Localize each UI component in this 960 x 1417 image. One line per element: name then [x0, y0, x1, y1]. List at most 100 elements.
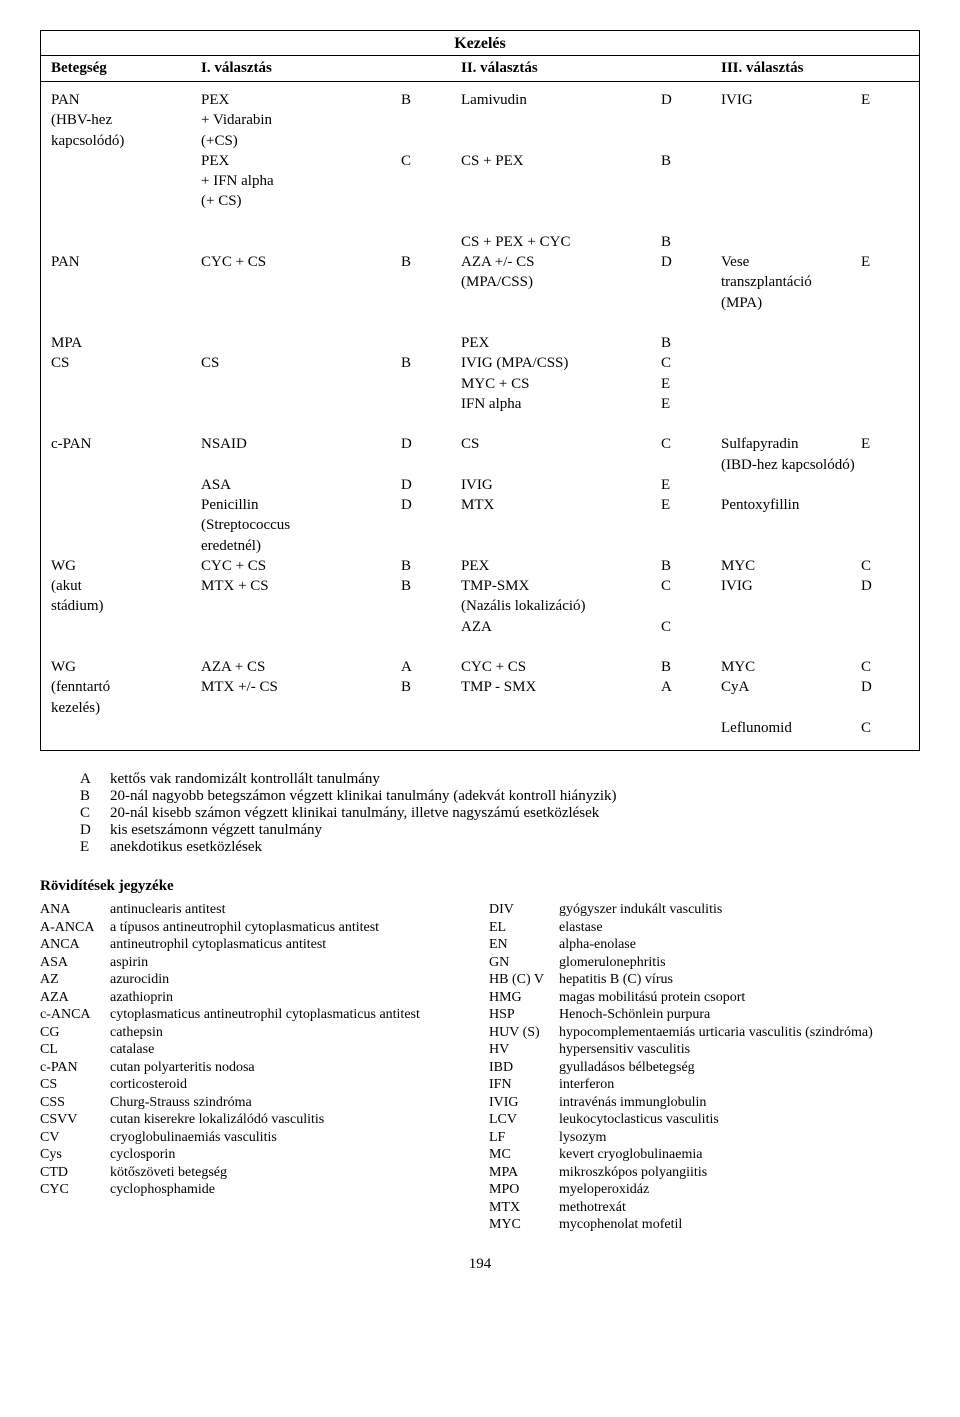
- table-cell: E: [859, 434, 899, 454]
- table-cell: [859, 495, 899, 515]
- abbrev-row: ENalpha-enolase: [489, 936, 920, 954]
- table-cell: [859, 455, 899, 475]
- abbrev-text: antineutrophil cytoplasmaticus antitest: [110, 936, 326, 954]
- abbrev-row: ANCAantineutrophil cytoplasmaticus antit…: [40, 936, 471, 954]
- table-cell: [459, 536, 659, 556]
- abbreviations-title: Rövidítések jegyzéke: [40, 878, 920, 895]
- table-cell: [49, 272, 199, 292]
- table-cell: [399, 191, 459, 211]
- abbrev-text: a típusos antineutrophil cytoplasmaticus…: [110, 919, 379, 937]
- abbrev-text: myeloperoxidáz: [559, 1181, 649, 1199]
- table-cell: [659, 293, 719, 313]
- table-cell: [199, 232, 399, 252]
- abbrev-code: CTD: [40, 1164, 110, 1182]
- table-cell: eredetnél): [199, 536, 399, 556]
- table-cell: IVIG: [459, 475, 659, 495]
- abbrev-row: DIVgyógyszer indukált vasculitis: [489, 901, 920, 919]
- table-cell: [659, 414, 719, 434]
- table-cell: CS: [49, 353, 199, 373]
- table-cell: (HBV-hez: [49, 110, 199, 130]
- abbrev-row: HVhypersensitiv vasculitis: [489, 1041, 920, 1059]
- table-cell: B: [399, 252, 459, 272]
- legend-code: E: [80, 839, 110, 856]
- abbrev-text: azurocidin: [110, 971, 169, 989]
- table-cell: CyA: [719, 677, 859, 697]
- legend-text: 20-nál kisebb számon végzett klinikai ta…: [110, 805, 599, 822]
- abbrev-code: AZ: [40, 971, 110, 989]
- table-cell: [859, 110, 899, 130]
- abbrev-code: MC: [489, 1146, 559, 1164]
- table-cell: [719, 596, 859, 616]
- table-cell: CS + PEX: [459, 151, 659, 171]
- table-cell: [49, 718, 199, 738]
- abbrev-row: CScorticosteroid: [40, 1076, 471, 1094]
- table-cell: (Streptococcus: [199, 515, 399, 535]
- table-cell: [399, 293, 459, 313]
- table-cell: B: [399, 677, 459, 697]
- abbrev-code: HUV (S): [489, 1024, 559, 1042]
- table-cell: [659, 110, 719, 130]
- table-cell: AZA +/- CS: [459, 252, 659, 272]
- table-cell: transzplantáció: [719, 272, 859, 292]
- treatment-table: PANPEXBLamivudinDIVIGE(HBV-hez+ Vidarabi…: [40, 82, 920, 751]
- table-cell: C: [859, 718, 899, 738]
- table-cell: [399, 131, 459, 151]
- abbrev-text: mycophenolat mofetil: [559, 1216, 682, 1234]
- table-cell: [859, 475, 899, 495]
- table-cell: [719, 212, 859, 232]
- abbrev-row: MPOmyeloperoxidáz: [489, 1181, 920, 1199]
- table-cell: [49, 313, 199, 333]
- abbrev-row: IFNinterferon: [489, 1076, 920, 1094]
- table-cell: PEX: [199, 90, 399, 110]
- table-cell: C: [659, 617, 719, 637]
- table-cell: Vese: [719, 252, 859, 272]
- table-cell: [659, 515, 719, 535]
- table-cell: PAN: [49, 252, 199, 272]
- table-cell: (Nazális lokalizáció): [459, 596, 659, 616]
- abbrev-row: CSSChurg-Strauss szindróma: [40, 1094, 471, 1112]
- abbrev-code: EL: [489, 919, 559, 937]
- table-cell: E: [659, 495, 719, 515]
- table-cell: [859, 596, 899, 616]
- table-cell: [399, 272, 459, 292]
- table-cell: kezelés): [49, 698, 199, 718]
- abbrev-text: methotrexát: [559, 1199, 626, 1217]
- abbrev-text: elastase: [559, 919, 603, 937]
- table-cell: [659, 212, 719, 232]
- table-cell: (MPA): [719, 293, 859, 313]
- abbrev-row: ELelastase: [489, 919, 920, 937]
- table-cell: [399, 171, 459, 191]
- table-cell: [859, 191, 899, 211]
- table-cell: + IFN alpha: [199, 171, 399, 191]
- table-cell: [399, 374, 459, 394]
- legend-row: C20-nál kisebb számon végzett klinikai t…: [80, 805, 920, 822]
- table-cell: [199, 596, 399, 616]
- table-cell: [859, 313, 899, 333]
- table-cell: [399, 394, 459, 414]
- table-cell: [719, 353, 859, 373]
- abbrev-code: HB (C) V: [489, 971, 559, 989]
- abbrev-code: ANA: [40, 901, 110, 919]
- abbrev-row: A-ANCAa típusos antineutrophil cytoplasm…: [40, 919, 471, 937]
- table-cell: (IBD-hez kapcsolódó): [719, 455, 859, 475]
- abbrev-text: cyclosporin: [110, 1146, 175, 1164]
- abbrev-code: HSP: [489, 1006, 559, 1024]
- table-cell: [49, 293, 199, 313]
- table-cell: [199, 212, 399, 232]
- abbrev-code: HMG: [489, 989, 559, 1007]
- abbrev-code: MTX: [489, 1199, 559, 1217]
- abbrev-text: Henoch-Schönlein purpura: [559, 1006, 710, 1024]
- table-cell: [459, 637, 659, 657]
- table-cell: [399, 515, 459, 535]
- abbrev-code: ANCA: [40, 936, 110, 954]
- table-cell: MYC + CS: [459, 374, 659, 394]
- table-cell: [49, 414, 199, 434]
- table-cell: [659, 131, 719, 151]
- table-cell: + Vidarabin: [199, 110, 399, 130]
- table-cell: [459, 515, 659, 535]
- table-cell: [859, 698, 899, 718]
- table-cell: [659, 596, 719, 616]
- abbrev-code: Cys: [40, 1146, 110, 1164]
- table-cell: CYC + CS: [199, 252, 399, 272]
- page-title: Kezelés: [40, 30, 920, 55]
